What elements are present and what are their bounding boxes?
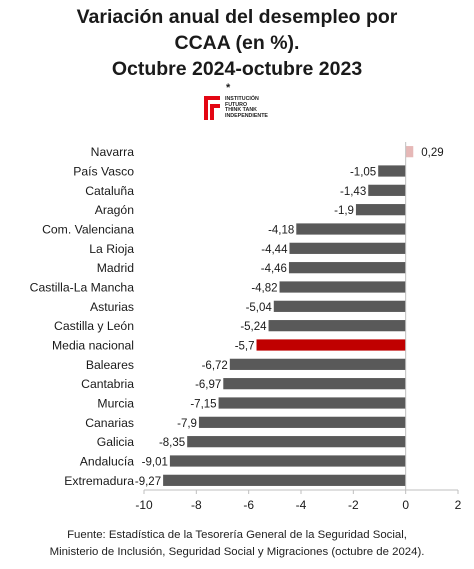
logo-line: FUTURO [225,101,248,108]
x-tick-label: 2 [455,498,462,512]
category-label: Extremadura [64,474,134,488]
bar [198,416,406,428]
category-label: Cataluña [85,184,134,198]
data-label: -4,18 [268,225,294,237]
category-label: Canarias [85,416,134,430]
bar [405,146,414,158]
bar [355,204,406,216]
data-label: -7,9 [177,418,197,430]
category-label: Aragón [95,203,134,217]
data-label: -6,97 [195,379,221,391]
title-line-2: CCAA (en %). [174,32,300,54]
data-label: 0,29 [421,147,443,159]
category-label: Andalucía [80,455,134,469]
bar [279,281,406,293]
category-label: Galicia [97,435,134,449]
title-line-1: Variación anual del desempleo por [76,6,398,28]
chart-title: Variación anual del desempleo por CCAA (… [0,4,474,94]
logo-line: INSTITUCIÓN [225,96,259,102]
data-label: -1,9 [334,205,354,217]
category-label: Navarra [91,145,135,159]
x-tick-label: -8 [191,498,202,512]
bar [268,320,406,332]
data-label: -5,24 [240,321,267,333]
logo-text: INSTITUCIÓN FUTURO THINK TANK INDEPENDIE… [225,96,268,119]
category-label: Castilla y León [54,319,134,333]
bar [229,358,406,370]
category-label: Castilla-La Mancha [30,281,135,295]
bar [223,378,406,390]
data-label: -4,82 [251,283,277,295]
bar [288,262,406,274]
category-label: Murcia [97,397,134,411]
title-footnote-marker: * [226,82,231,94]
logo-line: THINK TANK [225,107,257,114]
data-label: -9,01 [142,457,168,469]
x-tick-label: -10 [135,498,153,512]
data-label: -1,05 [350,167,376,179]
category-label: Media nacional [52,339,134,353]
bar [296,223,406,235]
data-label: -1,43 [340,186,366,198]
category-label: Baleares [86,358,134,372]
bar [256,339,406,351]
source-line-2: Ministerio de Inclusión, Seguridad Socia… [49,546,425,558]
data-label: -8,35 [159,437,185,449]
logo-icon [204,96,220,120]
title-line-3: Octubre 2024-octubre 2023 [111,58,363,80]
institucion-futuro-logo: INSTITUCIÓN FUTURO THINK TANK INDEPENDIE… [204,96,280,120]
bar [289,242,406,254]
x-tick-label: -6 [243,498,254,512]
bar [368,184,406,196]
category-label: País Vasco [73,165,134,179]
bar [273,300,406,312]
source-note: Fuente: Estadística de la Tesorería Gene… [0,527,474,561]
category-label: Madrid [97,261,134,275]
category-label: Cantabria [81,377,134,391]
data-label: -5,7 [235,341,255,353]
data-label: -9,27 [135,476,161,488]
x-tick-label: 0 [402,498,409,512]
data-label: -4,46 [261,263,287,275]
x-tick-label: -2 [348,498,359,512]
x-tick-label: -4 [296,498,307,512]
category-label: Asturias [90,300,134,314]
source-line-1: Fuente: Estadística de la Tesorería Gene… [67,529,407,541]
logo-line: INDEPENDIENTE [225,112,268,119]
bar [169,455,406,467]
data-label: -5,04 [246,302,273,314]
category-label: La Rioja [89,242,134,256]
bar [163,474,406,486]
data-label: -6,72 [202,360,228,372]
data-label: -4,44 [261,244,288,256]
bar [218,397,406,409]
data-label: -7,15 [190,399,216,411]
category-label: Com. Valenciana [42,223,134,237]
bar [378,165,406,177]
bar [187,436,406,448]
